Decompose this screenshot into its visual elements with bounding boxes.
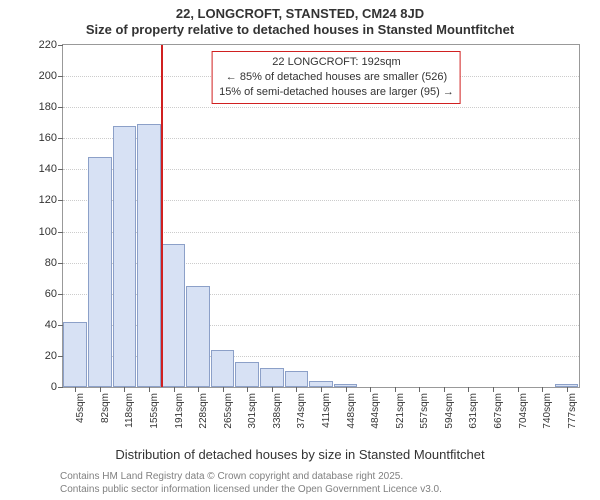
y-tick [58,200,63,201]
footer-line1: Contains HM Land Registry data © Crown c… [60,470,442,483]
bar [63,322,87,387]
y-tick [58,387,63,388]
x-axis-label: Distribution of detached houses by size … [0,447,600,462]
bar [88,157,112,387]
x-tick-label: 45sqm [75,393,86,423]
x-tick-label: 411sqm [321,393,332,428]
x-tick [100,387,101,392]
x-tick [247,387,248,392]
y-tick-label: 120 [39,194,57,206]
marker-line [161,45,163,387]
x-tick [444,387,445,392]
x-tick-label: 484sqm [370,393,381,429]
y-tick-label: 160 [39,132,57,144]
y-tick [58,232,63,233]
chart-title-line1: 22, LONGCROFT, STANSTED, CM24 8JD [0,6,600,21]
y-tick [58,76,63,77]
x-tick [468,387,469,392]
x-tick [124,387,125,392]
y-tick-label: 200 [39,70,57,82]
x-tick-label: 740sqm [542,393,553,429]
y-tick [58,45,63,46]
x-tick [567,387,568,392]
x-tick [370,387,371,392]
footer-attribution: Contains HM Land Registry data © Crown c… [60,470,442,496]
annotation-line2: ← 85% of detached houses are smaller (52… [219,70,454,85]
bar [113,126,137,387]
x-tick [198,387,199,392]
y-tick-label: 180 [39,101,57,113]
x-tick [493,387,494,392]
x-tick-label: 777sqm [567,393,578,429]
y-tick-label: 40 [45,319,57,331]
bar [235,362,259,387]
chart-title-line2: Size of property relative to detached ho… [0,22,600,37]
y-tick [58,169,63,170]
bar [137,124,161,387]
y-tick [58,294,63,295]
x-tick [419,387,420,392]
x-tick-label: 448sqm [346,393,357,429]
x-tick [542,387,543,392]
y-tick [58,356,63,357]
x-tick-label: 704sqm [518,393,529,429]
y-tick [58,138,63,139]
bar [260,368,284,387]
x-tick [346,387,347,392]
x-tick [296,387,297,392]
chart-container: 22, LONGCROFT, STANSTED, CM24 8JD Size o… [0,0,600,500]
x-tick [75,387,76,392]
y-tick-label: 140 [39,163,57,175]
x-tick [223,387,224,392]
x-tick-label: 155sqm [149,393,160,429]
x-tick-label: 301sqm [247,393,258,429]
footer-line2: Contains public sector information licen… [60,483,442,496]
x-tick-label: 228sqm [198,393,209,429]
x-tick-label: 338sqm [272,393,283,429]
annotation-line1: 22 LONGCROFT: 192sqm [219,55,454,70]
x-tick-label: 265sqm [223,393,234,429]
bar [162,244,186,387]
x-tick-label: 631sqm [468,393,479,429]
x-tick-label: 667sqm [493,393,504,429]
x-tick-label: 191sqm [174,393,185,429]
x-tick [149,387,150,392]
bar [186,286,210,387]
y-tick-label: 80 [45,257,57,269]
x-tick-label: 118sqm [124,393,135,428]
annotation-box: 22 LONGCROFT: 192sqm← 85% of detached ho… [212,51,461,104]
y-tick [58,325,63,326]
bar [285,371,309,387]
x-tick [272,387,273,392]
y-tick-label: 220 [39,39,57,51]
annotation-line3: 15% of semi-detached houses are larger (… [219,85,454,100]
y-tick-label: 60 [45,288,57,300]
x-tick-label: 594sqm [444,393,455,429]
x-tick-label: 557sqm [419,393,430,429]
y-tick-label: 0 [51,381,57,393]
y-tick [58,107,63,108]
bar [211,350,235,387]
x-tick [321,387,322,392]
x-tick-label: 82sqm [100,393,111,423]
grid-line [63,107,579,108]
x-tick [174,387,175,392]
y-tick-label: 20 [45,350,57,362]
x-tick-label: 374sqm [296,393,307,429]
x-tick [395,387,396,392]
plot-area: 02040608010012014016018020022045sqm82sqm… [62,44,580,388]
y-tick-label: 100 [39,226,57,238]
y-tick [58,263,63,264]
x-tick-label: 521sqm [395,393,406,429]
x-tick [518,387,519,392]
